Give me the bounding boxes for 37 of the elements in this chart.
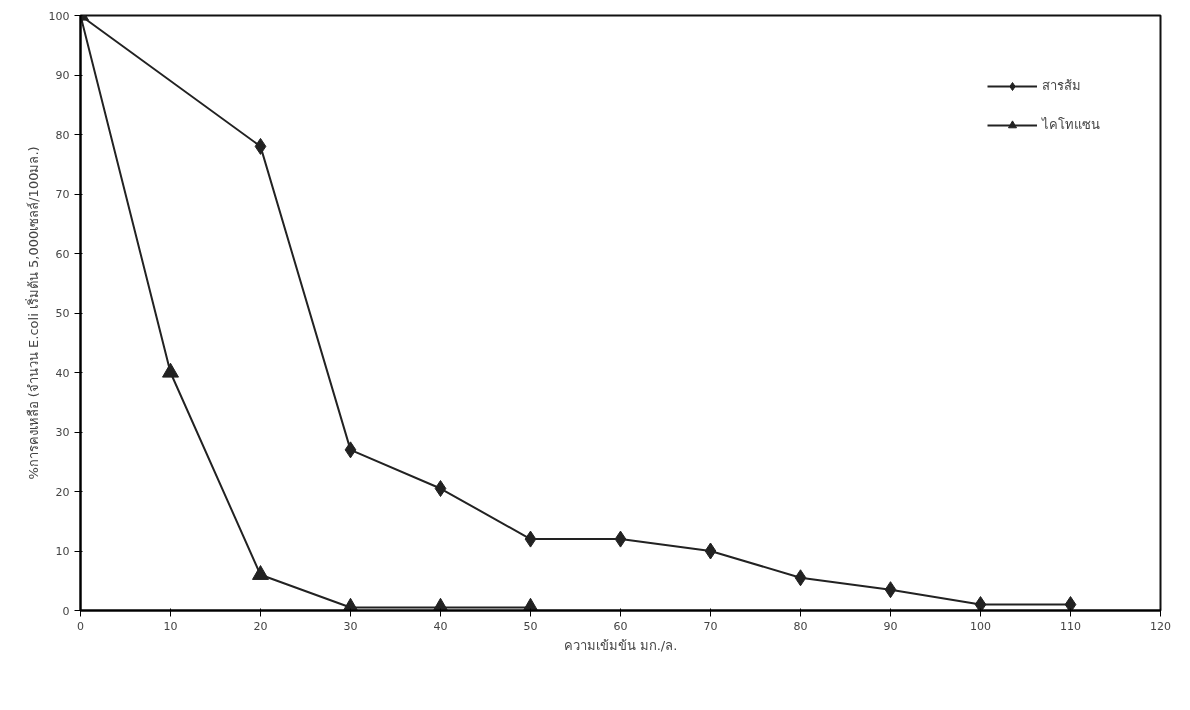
x-tick-label: 0 <box>77 619 84 633</box>
point <box>704 542 717 560</box>
x-tick-label: 10 <box>163 619 178 633</box>
x-tick-label: 20 <box>253 619 268 633</box>
point <box>614 530 627 548</box>
y-tick-label: 60 <box>55 247 70 261</box>
point <box>434 480 447 498</box>
point <box>524 530 537 548</box>
x-tick-label: 30 <box>343 619 358 633</box>
x-tick-label: 90 <box>883 619 898 633</box>
point <box>884 581 897 599</box>
y-tick-label: 90 <box>55 69 70 82</box>
y-tick-label: 70 <box>55 188 70 201</box>
x-tick-label: 80 <box>793 619 808 633</box>
point <box>974 596 987 611</box>
y-tick-label: 80 <box>55 128 70 142</box>
y-tick-label: 50 <box>55 307 70 320</box>
x-tick-label: 50 <box>523 619 538 633</box>
legend-label: สารส้ม <box>1042 77 1081 95</box>
x-tick-label: 100 <box>970 619 991 633</box>
y-tick-label: 100 <box>48 9 70 23</box>
point <box>794 569 807 587</box>
x-tick-label: 60 <box>613 619 628 633</box>
legend-label: ไคโทแซน <box>1042 116 1100 134</box>
y-axis-title: %การคงเหลือ (จำนวน E.coli เริ่มต้น 5,000เซลล์/100มล.) <box>24 146 41 480</box>
x-tick-label: 120 <box>1150 619 1171 633</box>
x-tick-label: 110 <box>1060 619 1081 633</box>
x-axis-title: ความเข้มข้น มก./ล. <box>563 637 678 653</box>
point <box>344 441 357 459</box>
y-tick-label: 10 <box>55 545 70 558</box>
y-tick-label: 20 <box>55 485 70 499</box>
y-tick-label: 40 <box>55 366 70 380</box>
x-tick-label: 70 <box>703 619 718 633</box>
x-tick-label: 40 <box>433 619 448 633</box>
y-tick-label: 0 <box>62 604 70 618</box>
y-tick-label: 30 <box>55 426 70 439</box>
point <box>1064 596 1077 611</box>
